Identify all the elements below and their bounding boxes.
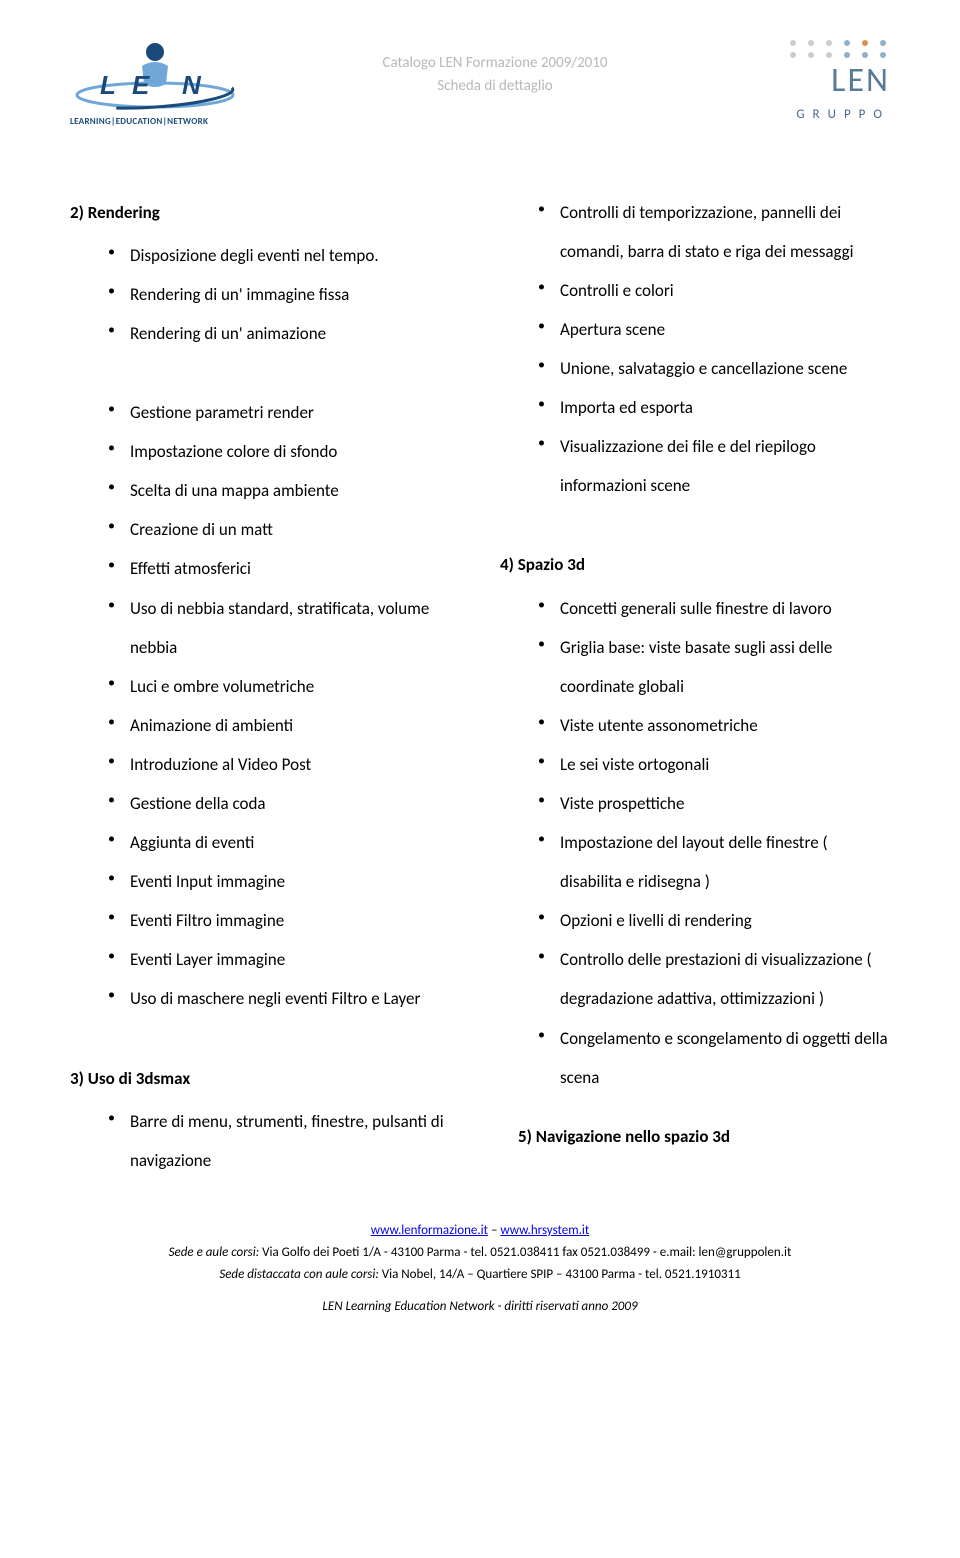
list-item: Uso di maschere negli eventi Filtro e La… [108, 979, 460, 1018]
section-3-head: 3) Uso di 3dsmax [70, 1059, 460, 1098]
column-left: 2) Rendering Disposizione degli eventi n… [70, 193, 460, 1180]
list-item: Luci e ombre volumetriche [108, 667, 460, 706]
list-item: Concetti generali sulle finestre di lavo… [538, 589, 890, 628]
dot [808, 52, 814, 58]
dot [844, 52, 850, 58]
content-columns: 2) Rendering Disposizione degli eventi n… [70, 193, 890, 1180]
list-item: Impostazione colore di sfondo [108, 432, 460, 471]
list-item: Animazione di ambienti [108, 706, 460, 745]
list-item: Barre di menu, strumenti, finestre, puls… [108, 1102, 460, 1180]
list-item: Griglia base: viste basate sugli assi de… [538, 628, 890, 706]
dot [790, 52, 796, 58]
page: L E N LEARNING|EDUCATION|NETWORK Catalog… [0, 0, 960, 1358]
list-item: Rendering di un' immagine fissa [108, 275, 460, 314]
list-item: Introduzione al Video Post [108, 745, 460, 784]
footer-sep: – [488, 1223, 500, 1238]
footer-text: Via Nobel, 14/A – Quartiere SPIP – 43100… [379, 1267, 741, 1282]
dot [880, 52, 886, 58]
section-2-list-a: Disposizione degli eventi nel tempo. Ren… [70, 236, 460, 353]
column-right: Controlli di temporizzazione, pannelli d… [500, 193, 890, 1180]
list-item: Importa ed esporta [538, 388, 890, 427]
dot [862, 40, 868, 46]
list-item: Opzioni e livelli di rendering [538, 901, 890, 940]
logo-right-gruppo: GRUPPO [740, 100, 890, 130]
list-item: Viste prospettiche [538, 784, 890, 823]
list-item: Creazione di un matt [108, 510, 460, 549]
dot [826, 40, 832, 46]
list-item: Apertura scene [538, 310, 890, 349]
section-3-list: Barre di menu, strumenti, finestre, puls… [70, 1102, 460, 1180]
list-item: Eventi Input immagine [108, 862, 460, 901]
list-item: Rendering di un' animazione [108, 314, 460, 353]
list-item: Gestione parametri render [108, 393, 460, 432]
list-item: Disposizione degli eventi nel tempo. [108, 236, 460, 275]
list-item: Controlli e colori [538, 271, 890, 310]
logo-tagline: LEARNING|EDUCATION|NETWORK [70, 112, 250, 133]
list-item: Unione, salvataggio e cancellazione scen… [538, 349, 890, 388]
list-item: Le sei viste ortogonali [538, 745, 890, 784]
list-item: Congelamento e scongelamento di oggetti … [538, 1019, 890, 1097]
list-item: Viste utente assonometriche [538, 706, 890, 745]
list-item: Controllo delle prestazioni di visualizz… [538, 940, 890, 1018]
svg-text:E: E [132, 70, 150, 100]
section-2-list-b: Gestione parametri render Impostazione c… [70, 393, 460, 1019]
footer-label: Sede distaccata con aule corsi: [219, 1267, 379, 1282]
list-item: Eventi Layer immagine [108, 940, 460, 979]
dot [826, 52, 832, 58]
footer-label: Sede e aule corsi: [169, 1245, 260, 1260]
dot [862, 52, 868, 58]
page-header: L E N LEARNING|EDUCATION|NETWORK Catalog… [70, 40, 890, 133]
list-item: Effetti atmosferici [108, 549, 460, 588]
list-item: Scelta di una mappa ambiente [108, 471, 460, 510]
footer-address-2: Sede distaccata con aule corsi: Via Nobe… [70, 1264, 890, 1286]
footer-address-1: Sede e aule corsi: Via Golfo dei Poeti 1… [70, 1242, 890, 1264]
header-title-line2: Scheda di dettaglio [250, 75, 740, 98]
logo-dots-icon [740, 40, 890, 58]
section-5-head: 5) Navigazione nello spazio 3d [500, 1117, 890, 1156]
list-item: Aggiunta di eventi [108, 823, 460, 862]
dot [844, 40, 850, 46]
header-title: Catalogo LEN Formazione 2009/2010 Scheda… [250, 40, 740, 97]
footer-text: Via Golfo dei Poeti 1/A - 43100 Parma - … [259, 1245, 791, 1260]
spacer [500, 1097, 890, 1117]
section-2-head: 2) Rendering [70, 193, 460, 232]
footer-links: www.lenformazione.it – www.hrsystem.it [70, 1220, 890, 1242]
dot [880, 40, 886, 46]
logo-left: L E N LEARNING|EDUCATION|NETWORK [70, 40, 250, 133]
logo-right: LEN GRUPPO [740, 40, 890, 130]
list-item: Controlli di temporizzazione, pannelli d… [538, 193, 890, 271]
logo-right-text: LEN [740, 64, 890, 98]
list-item: Eventi Filtro immagine [108, 901, 460, 940]
footer-link-1[interactable]: www.lenformazione.it [371, 1223, 488, 1238]
svg-text:N: N [182, 70, 202, 100]
footer-link-2[interactable]: www.hrsystem.it [500, 1223, 589, 1238]
section-4-list: Concetti generali sulle finestre di lavo… [500, 589, 890, 1097]
list-item: Visualizzazione dei file e del riepilogo… [538, 427, 890, 505]
list-item: Gestione della coda [108, 784, 460, 823]
len-logo-icon: L E N [70, 40, 240, 110]
list-item: Uso di nebbia standard, stratificata, vo… [108, 589, 460, 667]
section-4-head: 4) Spazio 3d [500, 545, 890, 584]
svg-text:L: L [100, 70, 116, 100]
dot [808, 40, 814, 46]
header-title-line1: Catalogo LEN Formazione 2009/2010 [250, 52, 740, 75]
footer-copyright: LEN Learning Education Network - diritti… [70, 1296, 890, 1318]
dot [790, 40, 796, 46]
section-3-continuation-list: Controlli di temporizzazione, pannelli d… [500, 193, 890, 506]
spacer [70, 1019, 460, 1059]
list-item: Impostazione del layout delle finestre (… [538, 823, 890, 901]
spacer [70, 353, 460, 393]
spacer [500, 505, 890, 545]
page-footer: www.lenformazione.it – www.hrsystem.it S… [70, 1220, 890, 1318]
